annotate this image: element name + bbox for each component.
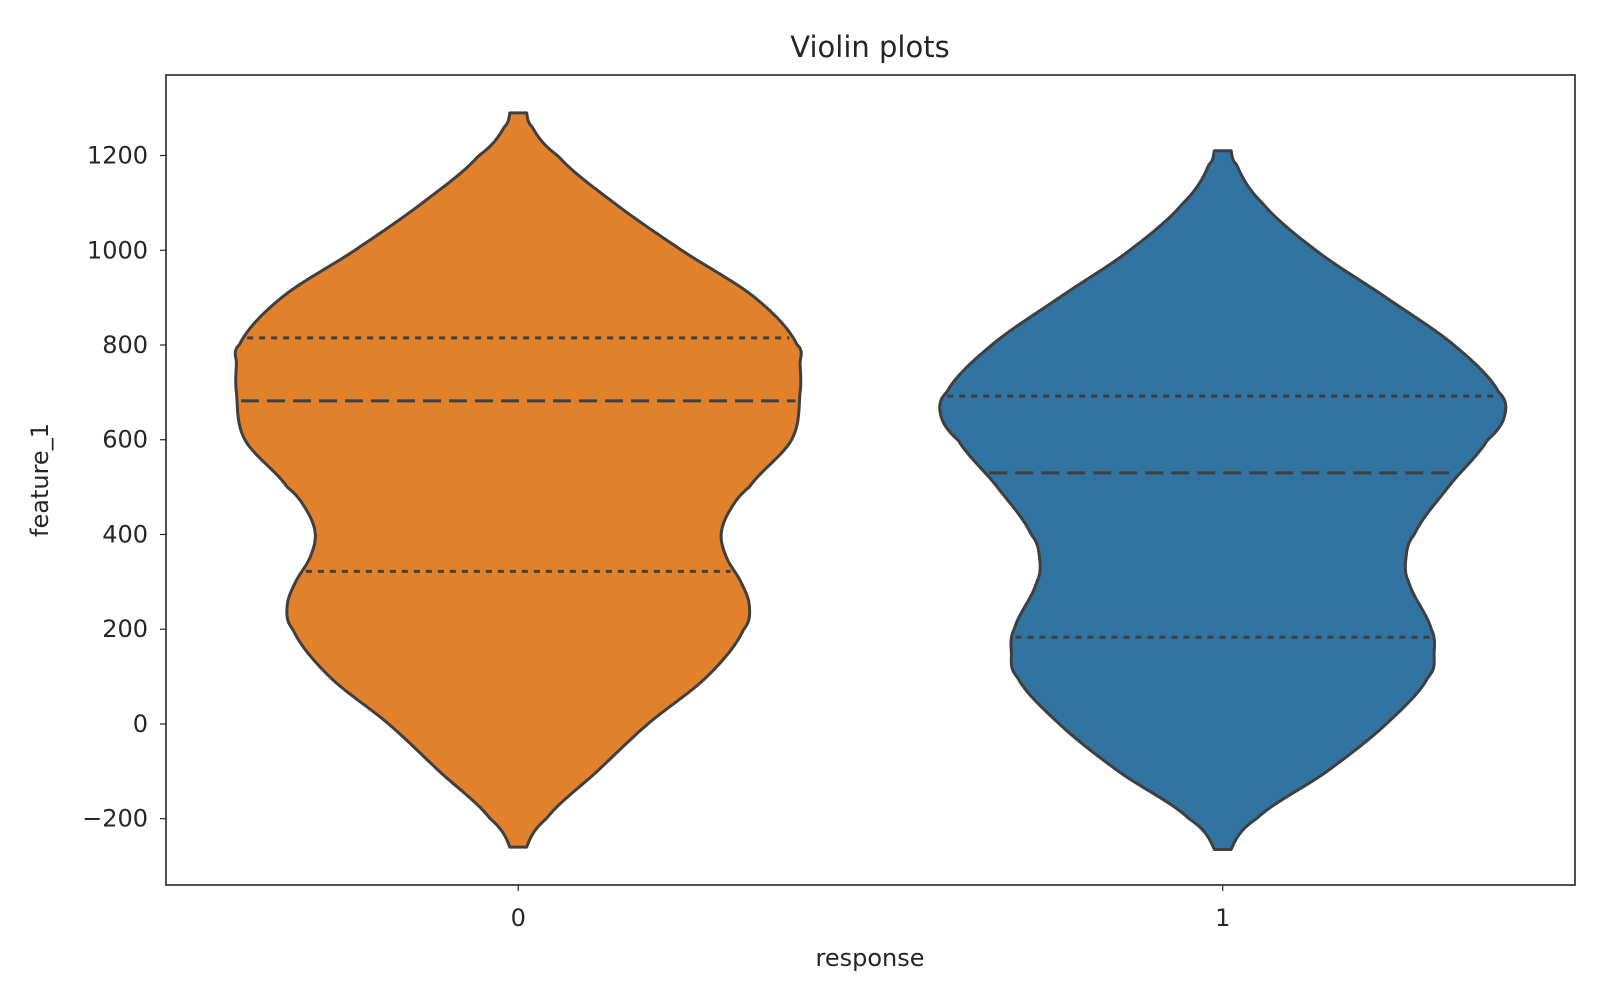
x-tick-label: 1 (1215, 904, 1230, 932)
y-tick-label: 1000 (87, 236, 148, 264)
x-tick-label: 0 (511, 904, 526, 932)
x-axis-title: response (815, 944, 924, 972)
y-tick-label: 800 (102, 331, 148, 359)
y-tick-label: 1200 (87, 142, 148, 170)
violins-layer (233, 111, 1508, 851)
violin-body-0 (233, 111, 803, 849)
y-tick-label: 400 (102, 520, 148, 548)
violin-body-1 (938, 149, 1508, 851)
y-axis-title: feature_1 (26, 423, 54, 537)
y-tick-label: −200 (82, 805, 148, 833)
plot-frame (165, 74, 1576, 886)
y-tick-label: 600 (102, 426, 148, 454)
y-tick-label: 200 (102, 615, 148, 643)
y-axis: −200 0 200 400 600 800 1000 1200 (82, 142, 166, 833)
y-tick-label: 0 (133, 710, 148, 738)
chart-title: Violin plots (790, 30, 949, 64)
